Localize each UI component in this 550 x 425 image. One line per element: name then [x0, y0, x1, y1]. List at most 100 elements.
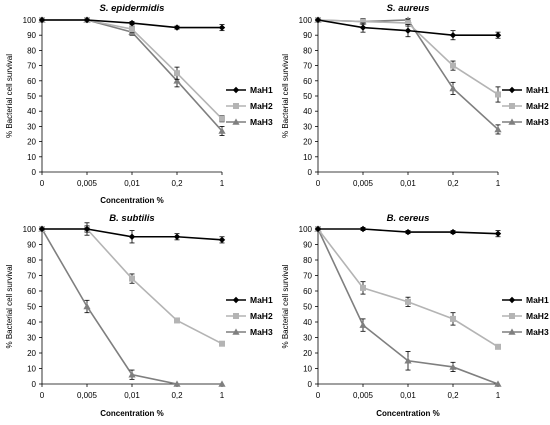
chart-title: B. subtilis	[109, 213, 154, 224]
series-mah3	[38, 16, 226, 136]
x-tick-label: 0	[316, 179, 321, 188]
x-tick-label: 0,01	[400, 391, 416, 400]
series-mah1	[314, 16, 502, 41]
chart-title: S. epidermidis	[100, 3, 165, 14]
y-tick-label: 20	[303, 138, 312, 147]
y-tick-label: 0	[32, 380, 37, 389]
x-tick-label: 1	[496, 391, 501, 400]
data-point	[173, 77, 181, 84]
legend: MaH1 MaH2 MaH3	[226, 295, 273, 337]
y-tick-label: 20	[303, 349, 312, 358]
data-point	[404, 357, 412, 364]
data-point	[174, 317, 180, 324]
legend-marker	[232, 118, 240, 125]
data-point	[405, 20, 411, 27]
x-tick-label: 0,01	[124, 179, 140, 188]
x-tick-label: 1	[220, 179, 225, 188]
series-mah3	[314, 225, 502, 387]
y-axis-label: % Bacterial cell survival	[281, 264, 290, 348]
y-tick-label: 60	[27, 77, 36, 86]
legend-marker	[508, 118, 516, 125]
data-point	[218, 127, 226, 134]
y-tick-label: 50	[303, 303, 312, 312]
data-point	[129, 275, 135, 282]
data-point	[219, 115, 225, 122]
legend: MaH1 MaH2 MaH3	[502, 295, 549, 337]
data-point	[128, 19, 136, 27]
y-tick-label: 80	[303, 46, 312, 55]
y-tick-label: 100	[299, 225, 313, 234]
legend-marker	[232, 296, 240, 304]
data-point	[314, 225, 322, 233]
legend-label: MaH1	[250, 85, 273, 95]
data-point	[360, 18, 366, 25]
legend: MaH1 MaH2 MaH3	[226, 85, 273, 127]
data-point	[404, 228, 412, 236]
legend-label: MaH3	[250, 327, 273, 337]
y-tick-label: 60	[303, 77, 312, 86]
x-axis-label: Concentration %	[376, 409, 440, 418]
data-point	[449, 84, 457, 92]
y-tick-label: 70	[27, 62, 36, 71]
data-point	[359, 24, 367, 31]
legend-marker	[508, 86, 516, 94]
data-point	[38, 225, 46, 233]
data-point	[359, 225, 367, 233]
legend-label: MaH1	[250, 295, 273, 305]
y-tick-label: 80	[27, 256, 36, 265]
y-tick-label: 70	[303, 272, 312, 281]
x-tick-label: 0,01	[400, 179, 416, 188]
y-tick-label: 10	[303, 153, 312, 162]
legend-label: MaH3	[526, 327, 549, 337]
y-tick-label: 60	[27, 287, 36, 296]
legend-marker	[232, 86, 240, 94]
legend-marker	[509, 103, 515, 109]
y-tick-label: 40	[27, 107, 36, 116]
data-point	[218, 24, 226, 31]
chart-panel-1: S. epidermidis 0 10 20 30 40 50 60 70 80 90 100 0 0,0…	[5, 3, 273, 205]
y-tick-label: 20	[27, 138, 36, 147]
legend-label: MaH3	[526, 117, 549, 127]
y-axis-label: % Bacterial cell survival	[281, 54, 290, 138]
legend-marker	[233, 313, 239, 319]
x-tick-label: 0,005	[353, 391, 374, 400]
y-tick-label: 80	[303, 256, 312, 265]
data-point	[218, 380, 226, 387]
chart-panel-3: B. subtilis 0 10 20 30 40 50 60 70 80 90 100 0 0,005 0…	[5, 213, 273, 418]
y-tick-label: 30	[27, 334, 36, 343]
data-point	[449, 32, 457, 39]
data-point	[494, 32, 502, 39]
data-point	[404, 27, 412, 34]
y-axis-label: % Bacterial cell survival	[5, 54, 14, 138]
chart-panel-4: B. cereus 0 10 20 30 40 50 60 70 80 90 100 0 0,005 0,0…	[281, 213, 549, 418]
legend-marker	[509, 313, 515, 319]
y-tick-label: 10	[303, 365, 312, 374]
y-tick-label: 0	[32, 168, 37, 177]
data-point	[173, 380, 181, 387]
x-tick-label: 0,005	[77, 179, 98, 188]
y-tick-label: 20	[27, 349, 36, 358]
x-tick-label: 0,2	[171, 391, 183, 400]
legend-label: MaH1	[526, 295, 549, 305]
series-line	[42, 19, 223, 132]
x-axis-label: Concentration %	[100, 409, 164, 418]
legend-label: MaH3	[250, 117, 273, 127]
data-point	[494, 380, 502, 387]
y-tick-label: 40	[27, 318, 36, 327]
data-point	[450, 315, 456, 322]
y-tick-label: 30	[303, 122, 312, 131]
x-tick-label: 0,005	[77, 391, 98, 400]
x-tick-label: 1	[496, 179, 501, 188]
data-point	[129, 26, 135, 33]
data-point	[359, 321, 367, 328]
y-tick-label: 50	[27, 303, 36, 312]
x-tick-label: 0,2	[447, 391, 459, 400]
series-mah1	[38, 16, 226, 32]
y-tick-label: 10	[27, 365, 36, 374]
data-point	[218, 236, 226, 244]
legend-label: MaH2	[250, 311, 273, 321]
data-point	[38, 16, 46, 24]
data-point	[219, 340, 225, 347]
y-tick-label: 50	[303, 92, 312, 101]
